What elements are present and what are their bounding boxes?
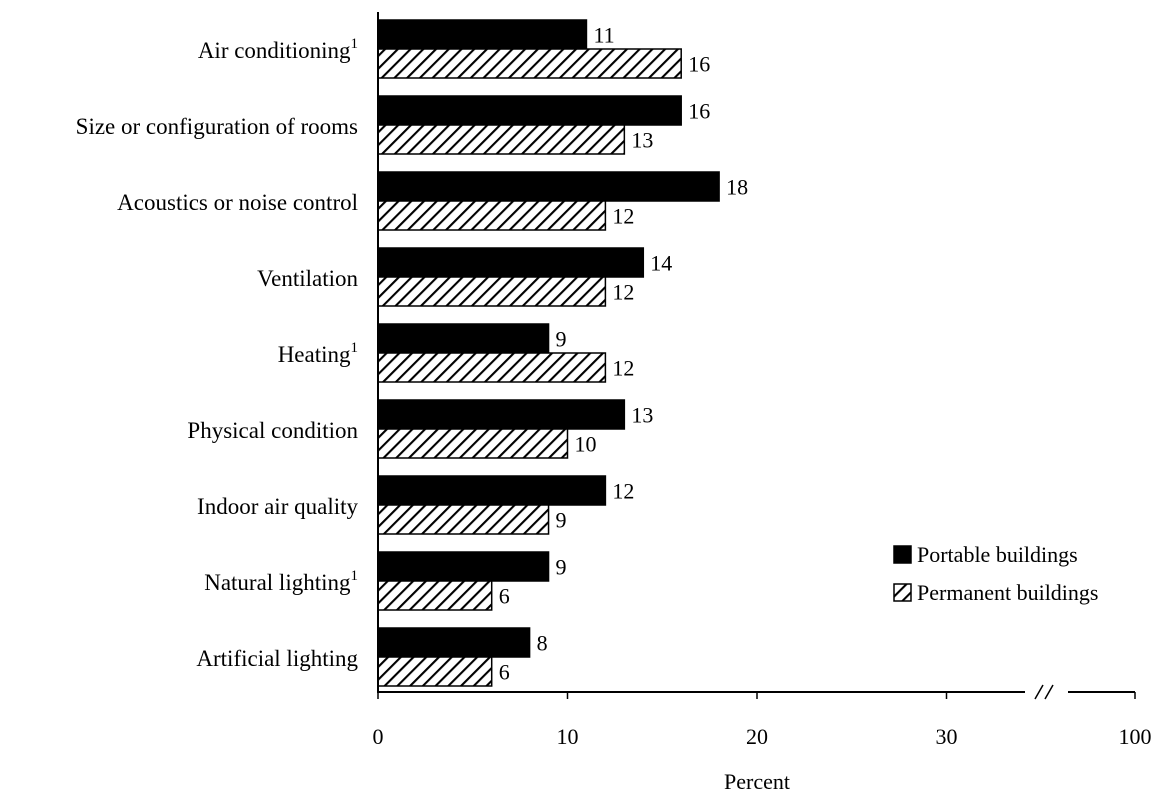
bar-value-label: 12 — [612, 280, 634, 305]
bar-value-label: 6 — [499, 584, 510, 609]
bar-value-label: 12 — [612, 356, 634, 381]
bar-value-label: 11 — [593, 23, 614, 48]
x-tick-label: 20 — [746, 724, 768, 749]
x-tick-label: 100 — [1119, 724, 1152, 749]
legend-label-permanent: Permanent buildings — [917, 580, 1098, 605]
bar-value-label: 9 — [556, 555, 567, 580]
x-tick-label: 10 — [557, 724, 579, 749]
bar-value-label: 9 — [556, 508, 567, 533]
legend-label-portable: Portable buildings — [917, 542, 1078, 567]
bar-permanent-5 — [377, 352, 607, 383]
bar-permanent-1 — [377, 48, 682, 79]
bar-value-label: 18 — [726, 175, 748, 200]
category-label: Artificial lighting — [196, 646, 358, 671]
category-label: Natural lighting1 — [204, 568, 358, 595]
bar-permanent-8 — [377, 580, 493, 611]
bar-portable-9 — [377, 627, 531, 658]
bar-permanent-9 — [377, 656, 493, 687]
bar-value-label: 16 — [688, 99, 710, 124]
category-label: Air conditioning1 — [198, 36, 358, 63]
bar-portable-7 — [377, 475, 607, 506]
x-axis: 0 10 20 30 100 Percent — [373, 12, 1152, 794]
category-labels: Air conditioning1 Size or configuration o… — [76, 36, 359, 671]
bar-value-label: 12 — [612, 479, 634, 504]
bar-value-label: 12 — [612, 204, 634, 229]
category-label: Size or configuration of rooms — [76, 114, 358, 139]
bar-value-label: 9 — [556, 327, 567, 352]
bar-value-label: 13 — [631, 403, 653, 428]
legend-swatch-portable — [893, 545, 912, 564]
bar-value-label: 8 — [537, 631, 548, 656]
bar-value-label: 16 — [688, 52, 710, 77]
category-label: Heating1 — [278, 340, 358, 367]
bar-portable-1 — [377, 19, 588, 50]
bar-value-label: 10 — [575, 432, 597, 457]
bar-portable-2 — [377, 95, 682, 126]
category-label: Physical condition — [187, 418, 358, 443]
plot-area: 11 16 16 13 18 12 14 12 9 12 13 10 12 9 9 6 8 6 — [377, 19, 748, 687]
x-tick-label: 30 — [936, 724, 958, 749]
bar-portable-8 — [377, 551, 550, 582]
legend: Portable buildings Permanent buildings — [893, 542, 1098, 605]
legend-swatch-permanent — [893, 583, 912, 602]
bar-portable-4 — [377, 247, 645, 278]
bar-permanent-6 — [377, 428, 569, 459]
bar-value-label: 13 — [631, 128, 653, 153]
axis-break-mark — [1034, 684, 1044, 700]
bar-permanent-2 — [377, 124, 626, 155]
bar-permanent-7 — [377, 504, 550, 535]
bar-portable-3 — [377, 171, 720, 202]
x-tick-label: 0 — [373, 724, 384, 749]
bar-value-label: 6 — [499, 660, 510, 685]
bar-portable-5 — [377, 323, 550, 354]
category-label: Acoustics or noise control — [117, 190, 358, 215]
bar-portable-6 — [377, 399, 626, 430]
axis-break-mark — [1044, 684, 1054, 700]
x-axis-title: Percent — [724, 769, 790, 794]
bar-value-label: 14 — [650, 251, 672, 276]
bar-permanent-4 — [377, 276, 607, 307]
category-label: Indoor air quality — [197, 494, 358, 519]
category-label: Ventilation — [257, 266, 358, 291]
bar-permanent-3 — [377, 200, 607, 231]
